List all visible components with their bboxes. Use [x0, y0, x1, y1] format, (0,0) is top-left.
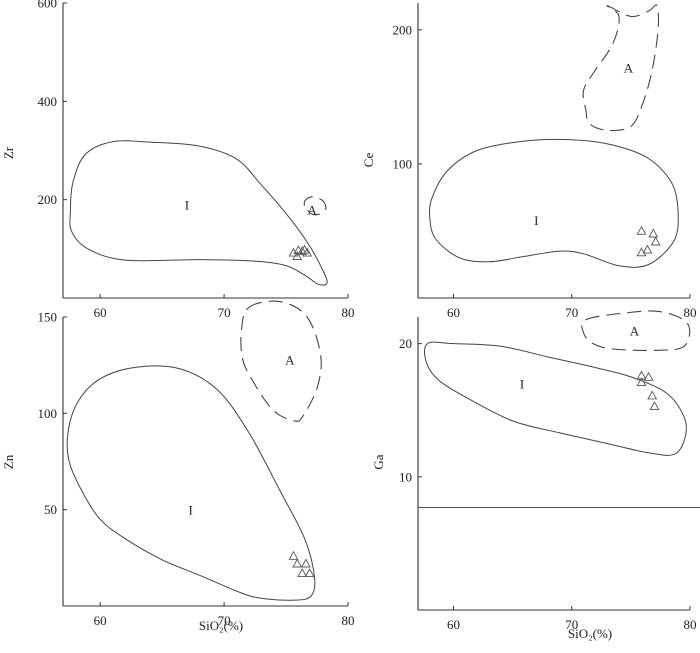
panel-zn-xlabel: SiO₂(%) [199, 618, 243, 633]
zn-field-A-outline [240, 300, 322, 422]
panel-ga-xlabel: SiO₂(%) [568, 626, 612, 641]
panel-zr: Zr 200 400 600 60 70 80 I A [1, 0, 355, 320]
zn-field-I-label: I [188, 503, 192, 518]
zn-sample-point [288, 550, 299, 560]
zr-sample-point [302, 247, 313, 257]
ga-y-tick-label: 20 [399, 336, 412, 351]
ga-sample-point [649, 401, 660, 411]
zr-y-tick-label: 400 [38, 94, 58, 109]
zn-y-tick-label: 150 [38, 310, 58, 325]
ce-field-A-outline [582, 4, 660, 132]
zr-sample-point [292, 251, 303, 261]
ga-x-tick-label: 80 [684, 617, 697, 632]
ce-y-tick-label: 200 [393, 22, 413, 37]
zn-x-tick-label: 60 [94, 613, 107, 628]
ga-x-tick-label: 60 [447, 617, 460, 632]
zr-sample-point [297, 246, 308, 256]
zn-x-tick-label: 80 [342, 613, 355, 628]
ce-x-tick-label: 70 [565, 305, 578, 320]
ce-sample-point [650, 236, 661, 246]
ce-field-I-label: I [534, 213, 538, 228]
ce-x-tick-label: 80 [684, 305, 697, 320]
ce-sample-point [648, 228, 659, 238]
ce-sample-point [636, 247, 647, 257]
panel-ga: Ga SiO₂(%) 10 20 60 70 80 I A [371, 310, 700, 641]
panel-ga-ylabel: Ga [371, 454, 386, 469]
zr-field-I-outline [69, 140, 328, 286]
zr-field-I-label: I [185, 198, 189, 213]
ga-field-I-label: I [520, 377, 524, 392]
zr-y-tick-label: 600 [38, 0, 58, 11]
ga-y-tick-label: 10 [399, 469, 412, 484]
ga-field-A-label: A [630, 323, 640, 338]
zr-x-tick-label: 80 [342, 305, 355, 320]
panel-ce-ylabel: Ce [361, 153, 376, 168]
ga-x-tick-label: 70 [565, 617, 578, 632]
zn-sample-point [300, 558, 311, 568]
zr-field-A-label: A [307, 203, 317, 218]
zn-sample-point [297, 568, 308, 578]
zr-x-tick-label: 60 [94, 305, 107, 320]
zr-y-tick-label: 200 [38, 192, 58, 207]
panel-ce: Ce 100 200 60 70 80 I A [361, 3, 697, 320]
panel-zn-ylabel: Zn [1, 454, 16, 469]
ce-sample-point [642, 244, 653, 254]
zr-field-A-outline [303, 196, 327, 216]
ce-y-tick-label: 100 [393, 156, 413, 171]
zn-sample-point [304, 568, 315, 578]
ga-sample-point [636, 377, 647, 387]
zn-field-I-outline [66, 365, 316, 601]
zr-x-tick-label: 70 [218, 305, 231, 320]
ce-field-A-label: A [624, 60, 634, 75]
zn-y-tick-label: 50 [44, 502, 57, 517]
zn-x-tick-label: 70 [218, 613, 231, 628]
ce-sample-point [636, 225, 647, 235]
zn-y-tick-label: 100 [38, 406, 58, 421]
ce-field-I-outline [429, 138, 679, 268]
panel-zr-ylabel: Zr [1, 146, 16, 159]
ce-x-tick-label: 60 [447, 305, 460, 320]
zn-sample-point [292, 558, 303, 568]
zr-sample-point [288, 247, 299, 257]
panel-zn: Zn SiO₂(%) 50 100 150 60 70 80 I A [1, 300, 355, 633]
zn-field-A-label: A [285, 352, 295, 367]
ga-sample-point [643, 371, 654, 381]
ga-field-I-outline [424, 341, 687, 456]
ga-sample-point [647, 390, 658, 400]
